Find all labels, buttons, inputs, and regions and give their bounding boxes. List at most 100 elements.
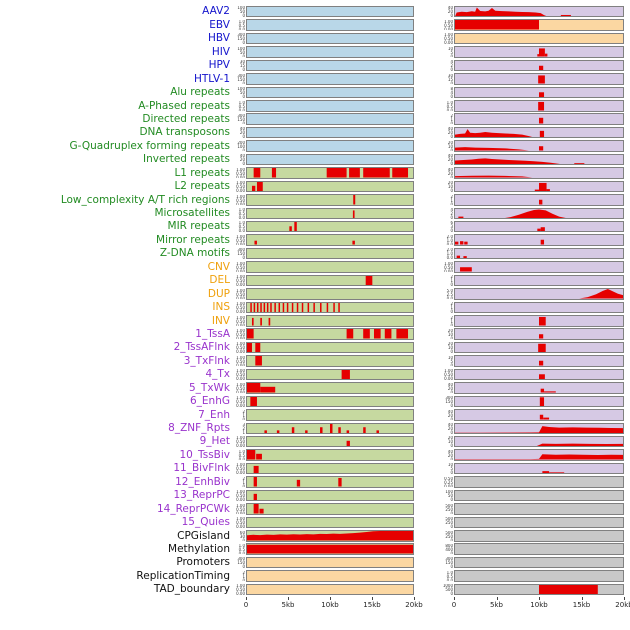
track-label: L1 repeats [174, 166, 230, 179]
right-track-panel [454, 409, 624, 421]
x-axis: 0 5kb 10kb 15kb 20kb 0 5kb 10kb 15kb 20kb [0, 597, 630, 615]
y-tick-label: 2.5 [446, 291, 453, 297]
y-tick-label: 1.00 [444, 19, 453, 24]
track-row: 12_EnhBiv 2 1 0 0.50 0.25 0.00 [0, 475, 624, 488]
y-tick-label: 500 [445, 587, 453, 593]
right-track-panel [454, 59, 624, 72]
y-tick-label: 0.5 [238, 211, 245, 217]
track-label: 9_Het [199, 435, 230, 448]
right-track-panel [454, 328, 624, 340]
y-tick-label: 2 [450, 275, 453, 280]
track-label: A-Phased repeats [138, 99, 230, 112]
y-axis-ticks: 40 20 0 [233, 127, 246, 138]
y-tick-label: 300 [445, 557, 453, 562]
y-tick-label: 0.00 [236, 322, 245, 327]
y-tick-label: 0.50 [236, 331, 245, 337]
x-tick-mark [330, 597, 331, 600]
y-tick-label: 0.5 [446, 103, 453, 109]
y-tick-label: 0 [450, 228, 453, 232]
y-tick-label: 150 [237, 116, 245, 122]
track-row: 14_ReprPCWk 1.00 0.50 0.00 500 250 0 [0, 502, 624, 515]
y-tick-label: 1.00 [236, 503, 245, 508]
y-tick-label: 0.50 [236, 184, 245, 190]
y-tick-label: 0.00 [236, 335, 245, 340]
y-axis-ticks: 1.00 0.50 0.00 [233, 369, 246, 380]
y-tick-label: 40 [447, 382, 453, 387]
y-tick-label: 0.50 [236, 318, 245, 324]
right-track-panel [454, 113, 624, 125]
track-label: 2_TssAFlnk [173, 341, 230, 354]
y-axis-ticks: 1.0 0.5 0.0 [414, 571, 454, 582]
y-tick-label: 1.0 [446, 237, 453, 243]
y-axis-ticks: 500 250 0 [414, 504, 454, 515]
track-label: HBV [208, 32, 230, 45]
y-tick-label: 1.00 [236, 261, 245, 266]
y-axis-ticks: 40 20 0 [414, 423, 454, 434]
y-tick-label: 1.00 [236, 328, 245, 333]
y-tick-label: 1 [242, 573, 245, 579]
left-track-panel [246, 489, 414, 502]
y-tick-label: 0 [450, 174, 453, 179]
y-tick-label: 1.00 [236, 436, 245, 441]
y-tick-label: 20 [447, 342, 453, 347]
y-tick-label: 0.50 [236, 237, 245, 243]
y-tick-label: 2.0 [446, 248, 453, 253]
right-track-panel [454, 435, 624, 448]
y-tick-label: 0.00 [236, 201, 245, 206]
y-tick-label: 0 [242, 255, 245, 259]
y-tick-label: 1.0 [238, 449, 245, 454]
y-tick-label: 0.50 [236, 305, 245, 311]
y-tick-label: 0 [450, 362, 453, 367]
y-tick-label: 0.00 [444, 376, 453, 380]
track-label: DNA transposons [139, 126, 230, 139]
y-axis-ticks: 300 150 0 [233, 114, 246, 125]
y-tick-label: 0.50 [236, 466, 245, 472]
left-track-panel [246, 274, 414, 287]
left-track-panel [246, 368, 414, 381]
y-axis-ticks: 1.00 0.50 0.00 [233, 396, 246, 407]
track-label: AAV2 [202, 5, 230, 18]
track-label: 7_Enh [198, 408, 230, 421]
right-track-panel [454, 126, 624, 139]
y-tick-label: 0.50 [236, 493, 245, 499]
y-tick-label: 0 [450, 510, 453, 515]
y-tick-label: 0 [450, 456, 453, 461]
right-track-panel [454, 422, 624, 435]
left-track-panel [246, 315, 414, 327]
x-tick-label: 20kb [615, 601, 630, 609]
y-tick-label: 500 [445, 530, 453, 535]
y-tick-label: 2 [242, 426, 245, 432]
y-axis-ticks: 0.50 0.25 0.00 [414, 477, 454, 488]
y-tick-label: 0.00 [236, 295, 245, 300]
y-tick-label: 4 [450, 208, 453, 213]
track-label: G-Quadruplex forming repeats [69, 139, 230, 152]
y-axis-ticks: 20 10 0 [414, 436, 454, 447]
right-track-panel [454, 355, 624, 367]
right-track-panel [454, 46, 624, 58]
y-axis-ticks: 1.00 0.50 0.00 [233, 504, 246, 515]
y-axis-ticks: 100 50 0 [414, 490, 454, 501]
y-axis-ticks: 1.00 0.50 0.00 [233, 316, 246, 327]
y-axis-ticks: 40 20 0 [414, 383, 454, 394]
track-label: 13_ReprPC [173, 489, 230, 502]
track-label: CPGisland [177, 529, 230, 542]
x-tick-label: 0 [451, 601, 457, 609]
y-tick-label: 10 [447, 184, 453, 190]
y-tick-label: 0.00 [236, 349, 245, 353]
y-tick-label: 1.0 [238, 208, 245, 213]
y-axis-ticks: 30 15 0 [233, 60, 246, 71]
y-tick-label: 20 [447, 436, 453, 441]
right-track-panel [454, 530, 624, 542]
track-row: CNV 1.00 0.50 0.00 1.00 0.50 0.00 [0, 260, 624, 273]
track-row: 5_TxWk 1.00 0.50 0.00 40 20 0 [0, 381, 624, 394]
y-tick-label: 1 [450, 278, 453, 284]
left-track-panel [246, 220, 414, 233]
y-tick-label: 40 [447, 423, 453, 428]
y-axis-ticks: 500 250 0 [414, 517, 454, 528]
track-label: HPV [208, 59, 230, 72]
right-track-panel [454, 315, 624, 327]
y-tick-label: 0.00 [236, 362, 245, 367]
y-tick-label: 1.00 [236, 490, 245, 495]
